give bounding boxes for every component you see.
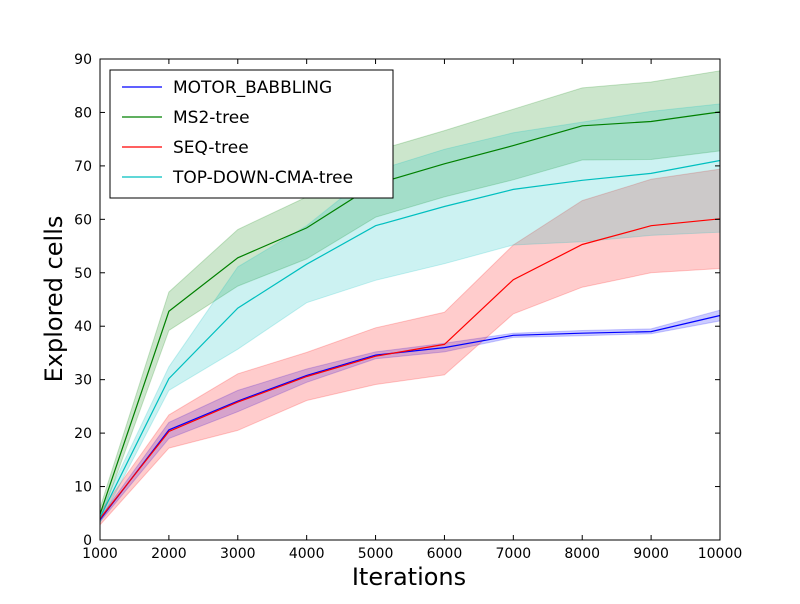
x-axis: 1000 2000 3000 4000 5000 6000 7000 8000 9000 1000… bbox=[82, 59, 742, 562]
x-tick-label-0: 1000 bbox=[82, 546, 118, 562]
series-line-3 bbox=[99, 159, 721, 518]
x-tick-label-4: 5000 bbox=[358, 546, 394, 562]
x-tick-label-7: 8000 bbox=[564, 546, 600, 562]
y-tick-label-6: 60 bbox=[74, 212, 92, 228]
legend-label-2: SEQ-tree bbox=[173, 138, 249, 158]
y-tick-label-7: 70 bbox=[74, 159, 92, 175]
legend-label-1: MS2-tree bbox=[173, 108, 250, 128]
series-line-2 bbox=[99, 218, 721, 519]
series-lines bbox=[99, 111, 721, 521]
y-tick-label-8: 80 bbox=[74, 105, 92, 121]
x-tick-label-5: 6000 bbox=[427, 546, 463, 562]
x-tick-label-6: 7000 bbox=[496, 546, 532, 562]
y-tick-label-3: 30 bbox=[74, 373, 92, 389]
series-line-1 bbox=[99, 111, 721, 515]
x-tick-label-1: 2000 bbox=[151, 546, 187, 562]
y-axis: 0 10 20 30 40 50 60 70 80 90 bbox=[74, 52, 720, 549]
y-tick-label-0: 0 bbox=[83, 533, 92, 549]
x-tick-label-3: 4000 bbox=[289, 546, 325, 562]
y-tick-label-4: 40 bbox=[74, 319, 92, 335]
legend: MOTOR_BABBLING MS2-tree SEQ-tree TOP-DOWN-C… bbox=[109, 69, 394, 199]
x-axis-label: Iterations bbox=[352, 563, 466, 591]
y-tick-label-1: 10 bbox=[74, 480, 92, 496]
plot-frame bbox=[99, 58, 721, 541]
y-tick-label-2: 20 bbox=[74, 426, 92, 442]
legend-label-0: MOTOR_BABBLING bbox=[173, 78, 332, 98]
x-tick-label-2: 3000 bbox=[220, 546, 256, 562]
x-tick-label-9: 10000 bbox=[698, 546, 743, 562]
x-tick-label-8: 9000 bbox=[633, 546, 669, 562]
series-line-0 bbox=[99, 314, 721, 521]
y-axis-label: Explored cells bbox=[40, 216, 68, 383]
legend-label-3: TOP-DOWN-CMA-tree bbox=[172, 168, 353, 188]
y-tick-label-5: 50 bbox=[74, 266, 92, 282]
y-tick-label-9: 90 bbox=[74, 52, 92, 68]
